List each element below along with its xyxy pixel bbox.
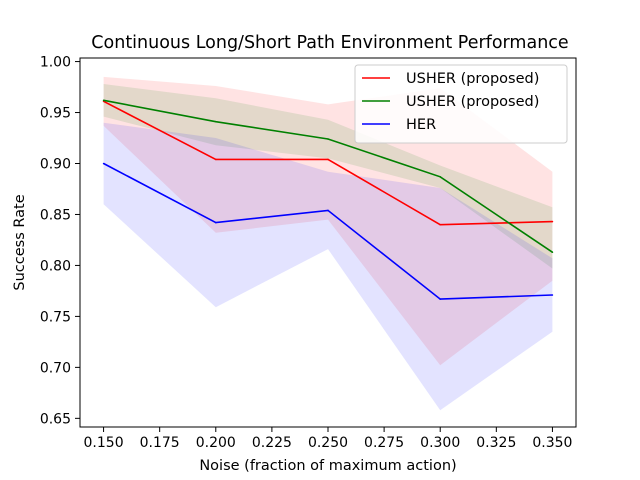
y-tick-label: 0.80	[40, 258, 71, 274]
x-tick-label: 0.350	[532, 435, 572, 451]
y-tick-label: 0.70	[40, 360, 71, 376]
x-tick-label: 0.225	[252, 435, 292, 451]
data-point	[439, 176, 442, 178]
x-tick-label: 0.300	[420, 435, 460, 451]
data-point	[551, 251, 554, 253]
y-tick-label: 0.95	[40, 106, 71, 122]
confidence-band-1	[103, 84, 553, 269]
x-axis-ticks: 0.150 0.175 0.200 0.225 0.250 0.275 0.300 0.325…	[84, 427, 572, 451]
x-tick-label: 0.325	[476, 435, 516, 451]
y-axis-label: Success Rate	[12, 194, 28, 290]
data-point	[215, 120, 217, 123]
y-tick-label: 0.85	[40, 207, 71, 223]
data-point	[551, 294, 554, 296]
data-point	[215, 221, 217, 224]
y-axis-ticks: 0.65 0.70 0.75 0.80 0.85 0.90 0.95 1.00	[40, 55, 80, 427]
data-point	[102, 99, 105, 102]
confidence-band-2	[103, 122, 553, 411]
data-point	[551, 220, 554, 223]
confidence-bands	[103, 76, 553, 411]
x-tick-label: 0.275	[364, 435, 404, 451]
confidence-band-0	[103, 76, 553, 366]
x-tick-label: 0.250	[308, 435, 348, 451]
y-tick-label: 0.75	[40, 309, 71, 325]
y-tick-label: 1.00	[40, 55, 71, 71]
y-tick-label: 0.90	[40, 157, 71, 173]
legend-label: USHER (proposed)	[406, 71, 539, 87]
x-tick-label: 0.150	[84, 435, 124, 451]
data-point	[439, 298, 442, 300]
x-tick-label: 0.175	[140, 435, 180, 451]
x-tick-label: 0.200	[196, 435, 236, 451]
data-point	[327, 158, 329, 161]
legend-box	[354, 64, 568, 144]
legend-label: HER	[406, 117, 436, 133]
series-lines	[102, 99, 554, 300]
data-point	[215, 158, 217, 161]
y-tick-label: 0.65	[40, 411, 71, 427]
legend: USHER (proposed) USHER (proposed) HER	[354, 64, 568, 144]
chart-title: Continuous Long/Short Path Environment P…	[91, 33, 568, 53]
data-point	[102, 162, 105, 165]
legend-label: USHER (proposed)	[406, 94, 539, 110]
data-point	[439, 223, 442, 226]
data-point	[327, 209, 329, 212]
data-point	[327, 138, 329, 140]
x-axis-label: Noise (fraction of maximum action)	[199, 458, 456, 474]
